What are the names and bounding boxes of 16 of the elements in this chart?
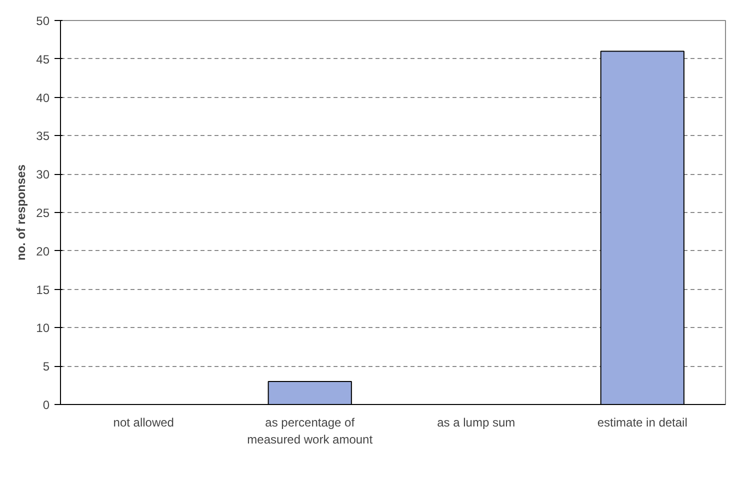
y-tick-label: 50 [36, 14, 50, 28]
y-tick-label: 25 [36, 206, 50, 220]
x-tick-label: as a lump sum [437, 416, 516, 430]
y-tick-label: 35 [36, 129, 50, 144]
y-tick-label: 40 [36, 90, 50, 105]
y-tick-label: 10 [36, 321, 50, 336]
y-tick-label: 30 [36, 168, 50, 182]
x-tick-label: not allowed [113, 416, 174, 430]
x-tick-label: as percentage of measured work amount [247, 416, 374, 446]
x-tick-label: estimate in detail [597, 416, 688, 430]
y-tick-label: 20 [36, 244, 50, 258]
y-tick-label: 0 [42, 398, 50, 412]
y-tick-label: 45 [36, 52, 50, 66]
y-tick-label: 5 [42, 360, 50, 374]
y-tick-label: 15 [36, 282, 50, 297]
y-axis-title: no. of responses [14, 164, 28, 261]
